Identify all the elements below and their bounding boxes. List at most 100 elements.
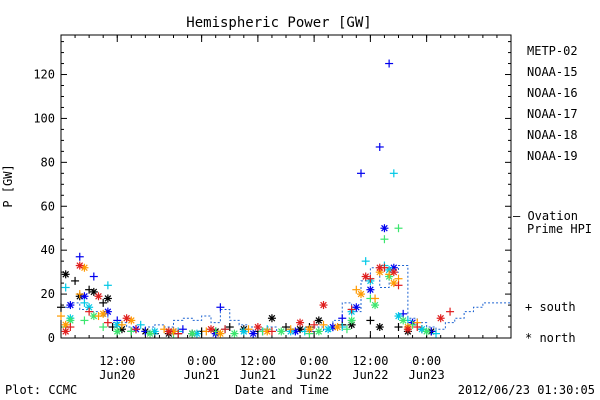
- chart-title: Hemispheric Power [GW]: [186, 15, 371, 31]
- data-point-south: [357, 169, 365, 178]
- data-point-north: [85, 303, 94, 312]
- data-point-north: [113, 327, 122, 336]
- data-point-north: [324, 325, 333, 334]
- data-point-north: [361, 272, 370, 281]
- data-point-south: [319, 320, 328, 329]
- data-point-south: [338, 314, 347, 323]
- data-point-north: [296, 318, 305, 327]
- data-point-south: [385, 59, 394, 68]
- data-point-south: [216, 303, 225, 312]
- data-point-south: [61, 283, 70, 292]
- y-tick-label: 0: [48, 331, 55, 345]
- y-tick-label: 60: [41, 199, 55, 213]
- data-point-south: [71, 276, 80, 285]
- data-point-north: [61, 270, 70, 279]
- data-point-north: [188, 329, 197, 338]
- data-point-north: [305, 325, 314, 334]
- footer-right: 2012/06/23 01:30:05: [458, 383, 595, 397]
- data-point-south: [432, 329, 440, 338]
- data-point-south: [413, 323, 422, 332]
- data-point-north: [333, 323, 342, 332]
- data-point-north: [75, 261, 84, 270]
- data-point-north: [267, 314, 276, 323]
- data-point-north: [357, 290, 365, 299]
- data-point-south: [366, 316, 375, 325]
- data-point-south: [75, 252, 84, 261]
- data-point-south: [394, 281, 403, 290]
- data-point-south: [99, 323, 108, 332]
- legend-item: METP-02: [527, 44, 578, 58]
- data-point-south: [132, 325, 140, 334]
- data-point-south: [244, 325, 253, 334]
- data-point-north: [230, 329, 239, 338]
- legend-item: NOAA-16: [527, 86, 578, 100]
- data-point-south: [127, 327, 136, 336]
- data-point-south: [347, 305, 356, 314]
- data-point-north: [380, 224, 389, 233]
- footer-left: Plot: CCMC: [5, 383, 77, 397]
- legend-ovation-line2: Prime HPI: [527, 222, 592, 236]
- data-point-north: [436, 314, 445, 323]
- data-point-south: [174, 329, 183, 338]
- x-axis-label: Date and Time: [235, 383, 329, 397]
- x-tick-time: 0:00: [300, 354, 329, 368]
- data-point-south: [89, 272, 98, 281]
- data-point-south: [375, 142, 384, 151]
- data-point-south: [371, 294, 380, 303]
- data-point-south: [85, 307, 94, 316]
- data-point-south: [66, 323, 75, 332]
- data-point-south: [286, 325, 295, 334]
- data-point-north: [239, 327, 248, 336]
- data-point-north: [66, 301, 75, 310]
- y-axis-label: P [GW]: [1, 164, 15, 207]
- data-point-south: [80, 298, 89, 307]
- data-point-north: [422, 327, 431, 336]
- data-point-north: [314, 316, 323, 325]
- legend-ovation: — Ovation: [513, 209, 578, 223]
- y-tick-label: 20: [41, 287, 55, 301]
- x-tick-date: Jun23: [409, 368, 445, 382]
- plot-area: 02040608010012012:00Jun200:00Jun2112:00J…: [33, 34, 512, 382]
- legend-item: NOAA-18: [527, 128, 578, 142]
- x-tick-date: Jun21: [240, 368, 276, 382]
- data-point-north: [399, 316, 408, 325]
- data-point-north: [263, 327, 272, 336]
- x-tick-date: Jun20: [99, 368, 135, 382]
- legend-item: NOAA-15: [527, 65, 578, 79]
- data-point-south: [136, 320, 145, 329]
- data-point-south: [394, 323, 403, 332]
- data-point-south: [103, 281, 112, 290]
- x-tick-date: Jun22: [352, 368, 388, 382]
- y-tick-label: 80: [41, 155, 55, 169]
- x-tick-time: 12:00: [99, 354, 135, 368]
- legend: METP-02 NOAA-15 NOAA-16 NOAA-17 NOAA-18 NOAA-…: [513, 44, 592, 345]
- y-tick-label: 120: [33, 68, 55, 82]
- x-tick-date: Jun21: [184, 368, 220, 382]
- ovation-hpi-line: [61, 265, 511, 332]
- data-point-south: [103, 318, 112, 327]
- data-point-north: [122, 314, 131, 323]
- legend-item: NOAA-17: [527, 107, 578, 121]
- data-point-south: [75, 290, 84, 299]
- data-point-north: [375, 323, 384, 332]
- x-tick-time: 12:00: [352, 354, 388, 368]
- data-point-north: [103, 294, 112, 303]
- data-point-south: [99, 298, 108, 307]
- data-point-south: [310, 320, 319, 329]
- x-tick-time: 12:00: [240, 354, 276, 368]
- data-point-north: [389, 279, 398, 288]
- x-tick-time: 0:00: [187, 354, 216, 368]
- data-point-north: [94, 292, 103, 301]
- data-point-north: [403, 325, 412, 334]
- data-point-south: [394, 224, 403, 233]
- data-point-south: [225, 323, 234, 332]
- data-point-north: [253, 323, 262, 332]
- data-point-south: [446, 307, 455, 316]
- data-point-north: [314, 327, 323, 336]
- data-point-north: [366, 285, 375, 294]
- data-point-north: [375, 263, 384, 272]
- data-point-north: [277, 327, 286, 336]
- data-point-south: [380, 235, 389, 244]
- data-point-north: [319, 301, 328, 310]
- data-point-north: [146, 329, 155, 338]
